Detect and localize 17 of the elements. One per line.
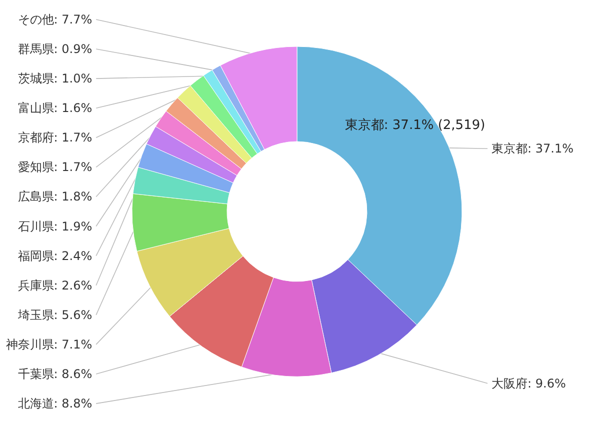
slice-label: 兵庫県: 2.6% xyxy=(18,278,92,292)
slice-label: 広島県: 1.8% xyxy=(18,190,92,204)
slice-label: 千葉県: 8.6% xyxy=(18,367,92,381)
slice-label: 埼玉県: 5.6% xyxy=(16,308,92,322)
slice-label: 神奈川県: 7.1% xyxy=(6,337,92,352)
slice-label: その他: 7.7% xyxy=(18,12,92,26)
slice-label: 東京都: 37.1% xyxy=(492,142,574,156)
slice-label: 福岡県: 2.4% xyxy=(18,248,92,263)
slice-label: 群馬県: 0.9% xyxy=(18,42,92,56)
slice-label: 石川県: 1.9% xyxy=(18,219,92,234)
slice-label: 北海道: 8.8% xyxy=(18,396,92,411)
slice-label: 富山県: 1.6% xyxy=(18,101,92,116)
text: 東京都: 37.1% (2,519) xyxy=(344,118,486,133)
slice-label: 京都府: 1.7% xyxy=(18,130,92,145)
slice-label: 愛知県: 1.7% xyxy=(18,160,92,174)
slice-label: 茨城県: 1.0% xyxy=(18,72,92,86)
slice-label: 大阪府: 9.6% xyxy=(492,376,566,390)
